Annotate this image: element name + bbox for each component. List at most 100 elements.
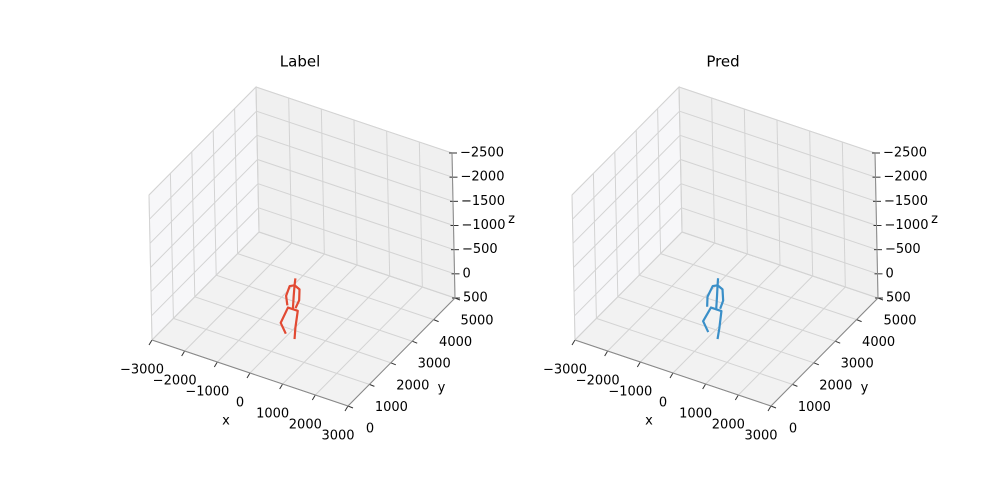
z-tick-label: −2500 — [883, 146, 927, 161]
x-tick — [344, 405, 349, 412]
x-tick-label: 1000 — [256, 407, 289, 422]
skeleton-line — [715, 278, 720, 310]
z-axis-label: z — [931, 212, 938, 227]
grid-line — [149, 110, 257, 220]
grid-line — [256, 110, 453, 178]
x-tick-label: −3000 — [543, 363, 587, 378]
grid-line — [184, 242, 293, 352]
grid-line — [679, 134, 877, 202]
x-tick-label: 3000 — [744, 429, 777, 444]
x-tick — [636, 361, 641, 368]
skeleton-line — [285, 284, 301, 309]
z-tick-label: −500 — [885, 242, 921, 257]
grid-line — [571, 86, 680, 196]
chart-title: Pred — [706, 53, 739, 71]
z-tick-label: 500 — [886, 291, 911, 306]
y-axis-label: y — [861, 381, 869, 396]
y-tick-label: 3000 — [418, 357, 451, 372]
x-tick — [311, 394, 316, 401]
grid-line — [596, 317, 793, 385]
y-tick-label: 4000 — [439, 335, 472, 350]
z-tick-label: −1000 — [885, 218, 929, 233]
grid-line — [257, 183, 455, 251]
z-tick-label: −1500 — [884, 194, 928, 209]
x-tick — [604, 350, 609, 357]
x-tick — [213, 361, 218, 368]
y-tick-label: 3000 — [841, 357, 874, 372]
x-tick-label: −3000 — [120, 363, 164, 378]
grid-line — [255, 86, 453, 154]
grid-line — [151, 231, 260, 341]
skeleton-line — [291, 278, 297, 310]
y-tick-label: 0 — [366, 422, 374, 437]
grid-line — [672, 264, 781, 374]
z-tick-label: −2500 — [460, 146, 504, 161]
y-tick — [770, 405, 777, 409]
grid-line — [194, 296, 391, 364]
z-tick-label: 0 — [886, 266, 894, 281]
z-tick-label: −2000 — [461, 170, 505, 185]
grid-line — [617, 296, 814, 364]
x-tick — [702, 383, 707, 390]
skeleton-line — [706, 284, 725, 310]
x-tick — [279, 383, 284, 390]
grid-line — [258, 207, 455, 275]
x-tick — [734, 394, 739, 401]
x-tick-label: −1000 — [608, 385, 652, 400]
y-tick — [347, 405, 354, 409]
grid-line — [680, 159, 877, 226]
grid-line — [660, 253, 857, 321]
grid-line — [573, 183, 682, 293]
y-axis-line — [770, 297, 879, 407]
grid-line — [678, 86, 876, 154]
y-tick-label: 5000 — [883, 314, 916, 329]
y-tick — [433, 319, 439, 323]
y-tick — [856, 319, 862, 323]
x-tick-label: −1000 — [185, 385, 229, 400]
y-tick — [390, 362, 396, 366]
grid-line — [737, 286, 846, 396]
y-tick-label: 1000 — [798, 400, 831, 415]
y-tick-label: 1000 — [375, 400, 408, 415]
grid-line — [173, 317, 370, 385]
grid-line — [148, 86, 257, 196]
grid-line — [607, 242, 716, 352]
chart-title: Label — [280, 53, 320, 71]
grid-line — [151, 207, 259, 317]
x-tick — [571, 339, 576, 346]
y-tick — [835, 340, 841, 344]
z-axis-label: z — [508, 212, 515, 227]
y-tick-label: 5000 — [460, 314, 493, 329]
x-tick-label: 1000 — [679, 407, 712, 422]
y-tick — [412, 340, 418, 344]
grid-line — [681, 207, 878, 275]
grid-line — [257, 159, 454, 226]
z-tick-label: −500 — [462, 242, 498, 257]
grid-line — [681, 231, 879, 299]
x-axis-label: x — [222, 414, 230, 429]
y-tick-label: 0 — [789, 422, 797, 437]
x-tick-label: 0 — [236, 396, 244, 411]
z-tick-label: 500 — [463, 291, 488, 306]
x-tick-label: 2000 — [289, 418, 322, 433]
x-tick — [767, 405, 772, 412]
grid-line — [639, 253, 748, 363]
grid-line — [282, 275, 391, 385]
x-axis-line — [574, 339, 772, 407]
z-axis-line — [451, 152, 456, 299]
grid-line — [679, 110, 876, 178]
x-tick-label: −2000 — [153, 374, 197, 389]
z-tick-label: 0 — [463, 266, 471, 281]
y-axis-line — [347, 297, 456, 407]
grid-line — [150, 159, 258, 268]
y-axis-label: y — [438, 381, 446, 396]
x-tick — [246, 372, 251, 379]
grid-line — [680, 183, 878, 251]
z-axis-line — [874, 152, 879, 299]
y-tick-label: 4000 — [862, 335, 895, 350]
y-tick — [369, 383, 375, 387]
grid-line — [216, 274, 413, 342]
grid-line — [256, 134, 454, 202]
